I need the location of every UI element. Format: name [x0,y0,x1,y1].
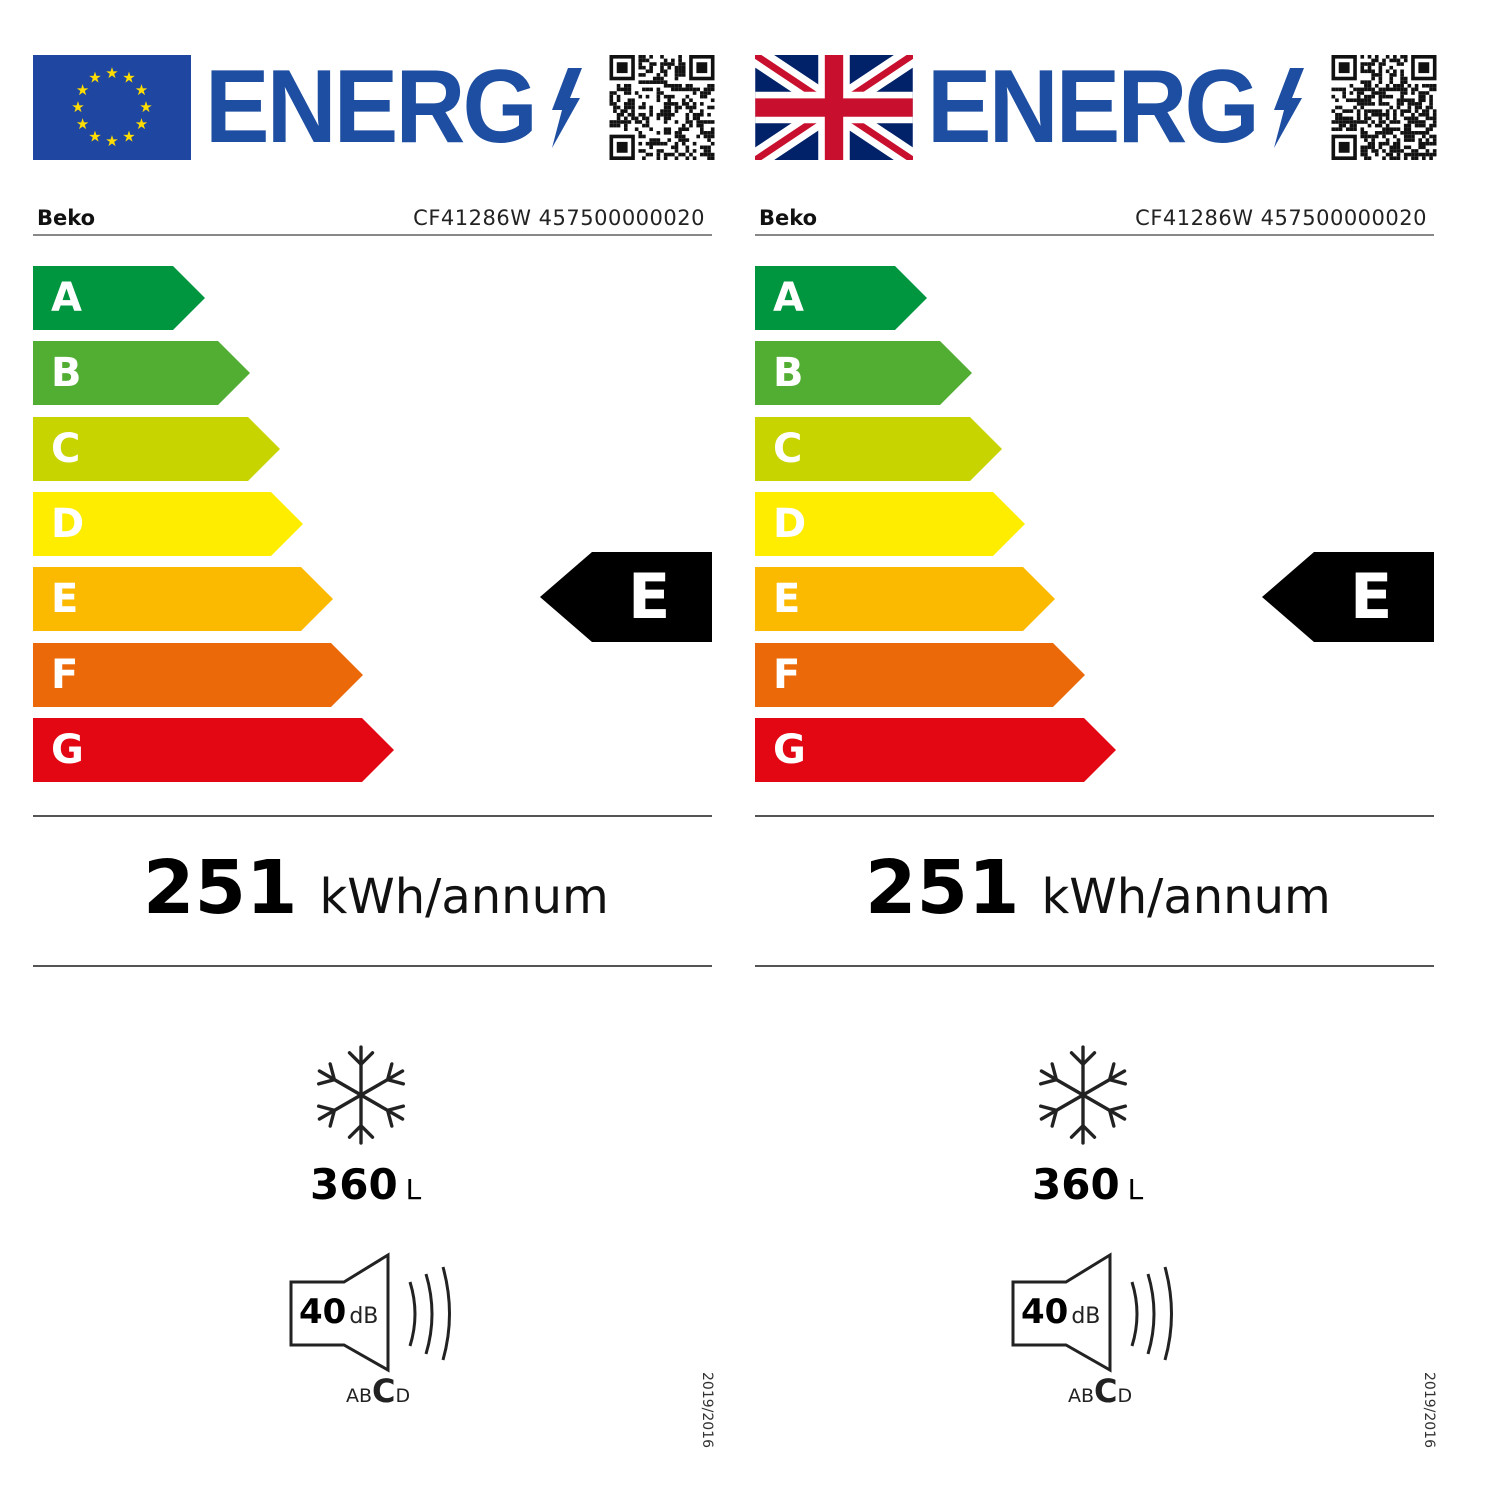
energy-class-letter: G [51,726,84,773]
svg-text:★: ★ [76,81,89,99]
divider [755,815,1434,817]
svg-text:★: ★ [122,69,135,87]
regulation-number: 2019/2016 [699,1372,715,1448]
energy-class-letter: E [773,576,801,623]
supplier-name: Beko [759,206,818,230]
energy-class-bar-c: C [33,416,280,481]
svg-text:★: ★ [139,98,152,116]
svg-text:★: ★ [88,69,101,87]
energy-class-bar-g: G [755,717,1116,782]
energy-class-letter: C [773,425,803,472]
svg-text:★: ★ [88,127,101,145]
energy-consumption: 251 kWh/annum [143,845,609,931]
noise-class-d: D [395,1385,411,1407]
energy-class-bar-b: B [33,341,250,406]
energy-label-uk: ENERG Beko CF41286W 457500000020 A B C D… [749,0,1437,1500]
volume-value: 360 [310,1160,398,1209]
energy-class-letter: C [51,425,81,472]
volume-unit: L [1127,1173,1144,1206]
energy-rating-arrow: E [1262,552,1434,642]
energy-class-letter: A [773,275,804,321]
noise-class-b: B [359,1385,373,1407]
snowflake-icon [1038,1045,1128,1145]
energy-class-bar-g: G [33,717,394,782]
energy-class-letter: A [51,275,82,321]
noise-value: 40 [1021,1292,1069,1332]
noise-emission: 40 dB [299,1292,378,1332]
volume-value: 360 [1032,1160,1120,1209]
noise-unit: dB [1071,1304,1101,1329]
energy-class-letter: D [773,500,807,547]
svg-text:★: ★ [105,132,118,150]
energy-title: ENERG [205,49,538,165]
consumption-value: 251 [143,845,298,931]
energy-class-bar-d: D [755,491,1025,556]
divider [755,965,1434,967]
supplier-name: Beko [37,206,96,230]
energy-class-letter: F [773,651,801,698]
noise-class-c: C [372,1372,396,1410]
noise-class-b: B [1081,1385,1095,1407]
energy-class-bar-a: A [33,266,205,330]
noise-class-a: A [346,1385,359,1407]
volume-unit: L [405,1173,422,1206]
divider [33,815,712,817]
consumption-unit: kWh/annum [1041,869,1331,925]
energy-class-bar-f: F [755,642,1085,707]
model-identifier: CF41286W 457500000020 [1135,206,1427,230]
svg-text:★: ★ [71,98,84,116]
energy-class-letter: B [51,350,82,397]
energy-consumption: 251 kWh/annum [865,845,1331,931]
freezer-volume: 360 L [1032,1160,1143,1209]
snowflake-icon [316,1045,406,1145]
qr-code [1329,55,1439,161]
svg-text:★: ★ [76,115,89,133]
energy-rating-arrow: E [540,552,712,642]
lightning-bolt-icon [552,68,582,148]
noise-class-c: C [1094,1372,1118,1410]
noise-class-d: D [1117,1385,1133,1407]
energy-rating-letter: E [628,560,671,633]
svg-text:★: ★ [105,64,118,82]
energy-class-bar-e: E [755,567,1055,632]
energy-class-bar-d: D [33,491,303,556]
freezer-volume: 360 L [310,1160,421,1209]
energy-class-bar-b: B [755,341,972,406]
svg-text:★: ★ [135,81,148,99]
qr-code [607,55,717,161]
svg-text:★: ★ [122,127,135,145]
consumption-unit: kWh/annum [319,869,609,925]
energy-label-eu: ★ ★ ★ ★ ★ ★ ★ ★ ★ ★ ★ ★ ENERG Beko CF41286W 4575000… [33,0,715,1500]
uk-flag-icon [749,46,919,169]
energy-class-bar-c: C [755,416,1002,481]
divider [33,234,712,236]
divider [755,234,1434,236]
energy-class-letter: D [51,500,85,547]
noise-class-scale: ABCD [346,1372,410,1410]
energy-rating-letter: E [1350,560,1393,633]
noise-class-scale: ABCD [1068,1372,1132,1410]
energy-class-letter: E [51,576,79,623]
noise-emission: 40 dB [1021,1292,1100,1332]
noise-unit: dB [349,1304,379,1329]
speaker-icon [289,1252,451,1373]
eu-flag-icon: ★ ★ ★ ★ ★ ★ ★ ★ ★ ★ ★ ★ [33,55,191,160]
energy-title: ENERG [927,49,1260,165]
regulation-number: 2019/2016 [1421,1372,1437,1448]
lightning-bolt-icon [1274,68,1304,148]
svg-text:★: ★ [135,115,148,133]
energy-class-letter: B [773,350,804,397]
energy-class-bar-e: E [33,567,333,632]
energy-class-bar-a: A [755,266,927,330]
energy-class-letter: F [51,651,79,698]
energy-class-bar-f: F [33,642,363,707]
divider [33,965,712,967]
noise-class-a: A [1068,1385,1081,1407]
noise-value: 40 [299,1292,347,1332]
consumption-value: 251 [865,845,1020,931]
model-identifier: CF41286W 457500000020 [413,206,705,230]
energy-class-letter: G [773,726,806,773]
speaker-icon [1011,1252,1173,1373]
